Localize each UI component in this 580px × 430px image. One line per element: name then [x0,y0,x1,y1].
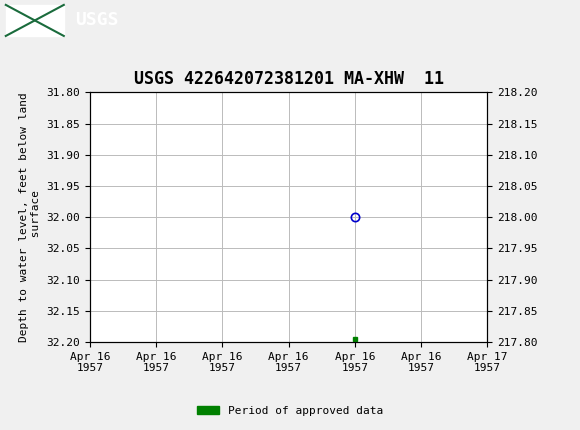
Y-axis label: Depth to water level, feet below land
 surface: Depth to water level, feet below land su… [19,92,41,342]
Title: USGS 422642072381201 MA-XHW  11: USGS 422642072381201 MA-XHW 11 [133,70,444,88]
Text: USGS: USGS [75,12,119,29]
Legend: Period of approved data: Period of approved data [193,401,387,420]
FancyBboxPatch shape [6,5,64,36]
